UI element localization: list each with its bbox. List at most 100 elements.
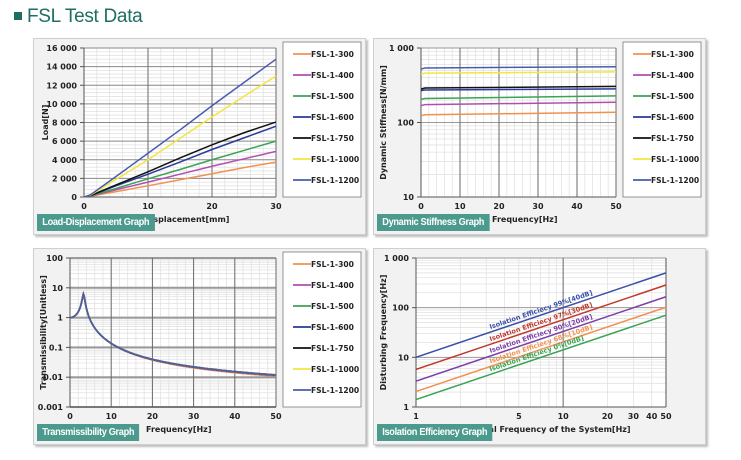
isolation-efficiency-panel: 1 10 100 1 000 1 5 10 20 30 40 50 Natural Frequency… bbox=[373, 248, 706, 445]
transmissibility-chart: 0.001 0.01 0.1 1 10 100 0 10 20 30 40 50 Frequency[H… bbox=[38, 251, 362, 434]
x-tick-label: 20 bbox=[602, 412, 614, 421]
x-tick-label: 30 bbox=[188, 412, 200, 421]
legend-box bbox=[282, 41, 362, 198]
series-line-fsl-1-1200 bbox=[84, 58, 277, 197]
page-title-text: FSL Test Data bbox=[27, 6, 143, 27]
x-axis-label: Displacement[mm] bbox=[144, 215, 229, 224]
legend-box bbox=[282, 251, 362, 408]
legend-item-label: FSL-1-600 bbox=[651, 113, 694, 122]
y-tick-label: 0.001 bbox=[38, 403, 64, 412]
series-line-fsl-1-300 bbox=[421, 111, 617, 117]
series-line-isolation-efficiecy-0-0db- bbox=[416, 314, 667, 401]
load-displacement-chart: 0 2 000 4 000 6 000 8 000 10 000 12 000 14 000 1… bbox=[41, 41, 362, 224]
legend-item-label: FSL-1-1200 bbox=[651, 176, 699, 185]
x-tick-label: 20 bbox=[493, 202, 505, 211]
y-tick-label: 100 bbox=[397, 119, 414, 128]
legend-item-label: FSL-1-600 bbox=[311, 113, 354, 122]
x-tick-label: 5 bbox=[516, 412, 522, 421]
x-tick-label: 20 bbox=[206, 202, 218, 211]
series-line-fsl-1-1200 bbox=[421, 66, 617, 70]
x-tick-label: 30 bbox=[532, 202, 544, 211]
title-bullet-icon bbox=[14, 12, 22, 20]
x-axis-label: Frequency[Hz] bbox=[492, 215, 558, 224]
legend-item-label: FSL-1-300 bbox=[311, 50, 354, 59]
x-tick-label: 1 bbox=[413, 412, 419, 421]
y-tick-label: 1 bbox=[403, 403, 409, 412]
y-tick-label: 16 000 bbox=[46, 44, 77, 53]
dynamic-stiffness-panel: 10 100 1 000 0 10 20 30 40 50 Frequency[Hz] Dynami… bbox=[373, 38, 706, 235]
y-tick-label: 0 bbox=[71, 193, 77, 202]
legend-item-label: FSL-1-300 bbox=[651, 50, 694, 59]
plot-area bbox=[70, 258, 276, 407]
series-group bbox=[84, 58, 277, 197]
load-displacement-panel: 0 2 000 4 000 6 000 8 000 10 000 12 000 14 000 1… bbox=[33, 38, 366, 235]
legend-item-label: FSL-1-500 bbox=[311, 302, 354, 311]
series-line-fsl-1-1200 bbox=[70, 291, 277, 376]
legend-item-label: FSL-1-600 bbox=[311, 323, 354, 332]
y-tick-label: 2 000 bbox=[52, 174, 77, 183]
legend-item-label: FSL-1-750 bbox=[311, 344, 354, 353]
legend-item-label: FSL-1-500 bbox=[651, 92, 694, 101]
transmissibility-panel: 0.001 0.01 0.1 1 10 100 0 10 20 30 40 50 Frequency[H… bbox=[33, 248, 366, 445]
legend-item-label: FSL-1-300 bbox=[311, 260, 354, 269]
legend-item-label: FSL-1-1200 bbox=[311, 386, 359, 395]
series-group bbox=[421, 66, 617, 117]
y-axis-label: Transmissibility[Unitless] bbox=[39, 275, 48, 389]
load-displacement-caption: Load-Displacement Graph bbox=[37, 214, 155, 231]
series-group bbox=[416, 272, 667, 401]
x-tick-label: 0 bbox=[67, 412, 73, 421]
series-line-isolation-efficiecy-90-20db- bbox=[416, 296, 667, 382]
y-tick-label: 10 bbox=[398, 353, 410, 362]
x-axis-label: Natural Frequency of the System[Hz] bbox=[463, 425, 631, 434]
x-tick-label: 10 bbox=[454, 202, 466, 211]
x-tick-label: 40 bbox=[646, 412, 658, 421]
legend-item-label: FSL-1-750 bbox=[311, 134, 354, 143]
y-tick-label: 1 000 bbox=[384, 254, 409, 263]
legend-item-label: FSL-1-500 bbox=[311, 92, 354, 101]
plot-area bbox=[416, 258, 666, 407]
transmissibility-caption: Transmissibility Graph bbox=[37, 424, 140, 441]
x-tick-label: 10 bbox=[106, 412, 118, 421]
y-tick-label: 0.01 bbox=[43, 373, 63, 382]
x-tick-label: 40 bbox=[571, 202, 583, 211]
y-tick-label: 10 bbox=[403, 193, 415, 202]
legend-item-label: FSL-1-1000 bbox=[311, 155, 359, 164]
y-tick-label: 12 000 bbox=[46, 81, 77, 90]
y-axis-label: Load[N] bbox=[41, 105, 50, 141]
series-line-fsl-1-750 bbox=[84, 121, 277, 197]
x-tick-label: 40 bbox=[229, 412, 241, 421]
x-tick-label: 50 bbox=[270, 412, 282, 421]
legend-item-label: FSL-1-1000 bbox=[651, 155, 699, 164]
y-tick-label: 0.1 bbox=[49, 343, 64, 352]
page-title: FSL Test Data bbox=[14, 6, 143, 28]
y-tick-label: 6 000 bbox=[52, 137, 77, 146]
y-tick-label: 4 000 bbox=[52, 156, 77, 165]
y-tick-label: 1 bbox=[57, 314, 63, 323]
series-line-fsl-1-500 bbox=[421, 95, 617, 101]
isolation-efficiency-caption: Isolation Efficiency Graph bbox=[377, 424, 493, 441]
y-tick-label: 1 000 bbox=[389, 44, 414, 53]
series-line-isolation-efficiecy-97-30db- bbox=[416, 284, 667, 371]
x-tick-label: 30 bbox=[270, 202, 282, 211]
y-tick-label: 100 bbox=[392, 304, 409, 313]
y-tick-label: 14 000 bbox=[46, 63, 77, 72]
x-axis-label: Frequency[Hz] bbox=[146, 425, 212, 434]
isolation-efficiency-chart: 1 10 100 1 000 1 5 10 20 30 40 50 Natural Frequency… bbox=[379, 254, 672, 434]
y-tick-label: 8 000 bbox=[52, 119, 77, 128]
series-line-fsl-1-750 bbox=[421, 85, 617, 90]
series-line-fsl-1-400 bbox=[421, 101, 617, 107]
y-axis-label: Dynamic Stiffness[N/mm] bbox=[379, 65, 388, 180]
legend-item-label: FSL-1-400 bbox=[651, 71, 694, 80]
x-tick-label: 0 bbox=[418, 202, 424, 211]
series-line-isolation-efficiecy-99-40db- bbox=[416, 272, 667, 358]
legend-item-label: FSL-1-1000 bbox=[311, 365, 359, 374]
x-tick-label: 50 bbox=[660, 412, 672, 421]
legend-item-label: FSL-1-400 bbox=[311, 281, 354, 290]
minor-grid bbox=[416, 258, 666, 407]
legend-item-label: FSL-1-750 bbox=[651, 134, 694, 143]
legend-box bbox=[622, 41, 702, 198]
y-tick-label: 10 000 bbox=[46, 100, 77, 109]
y-tick-label: 100 bbox=[46, 254, 63, 263]
x-tick-label: 10 bbox=[558, 412, 570, 421]
